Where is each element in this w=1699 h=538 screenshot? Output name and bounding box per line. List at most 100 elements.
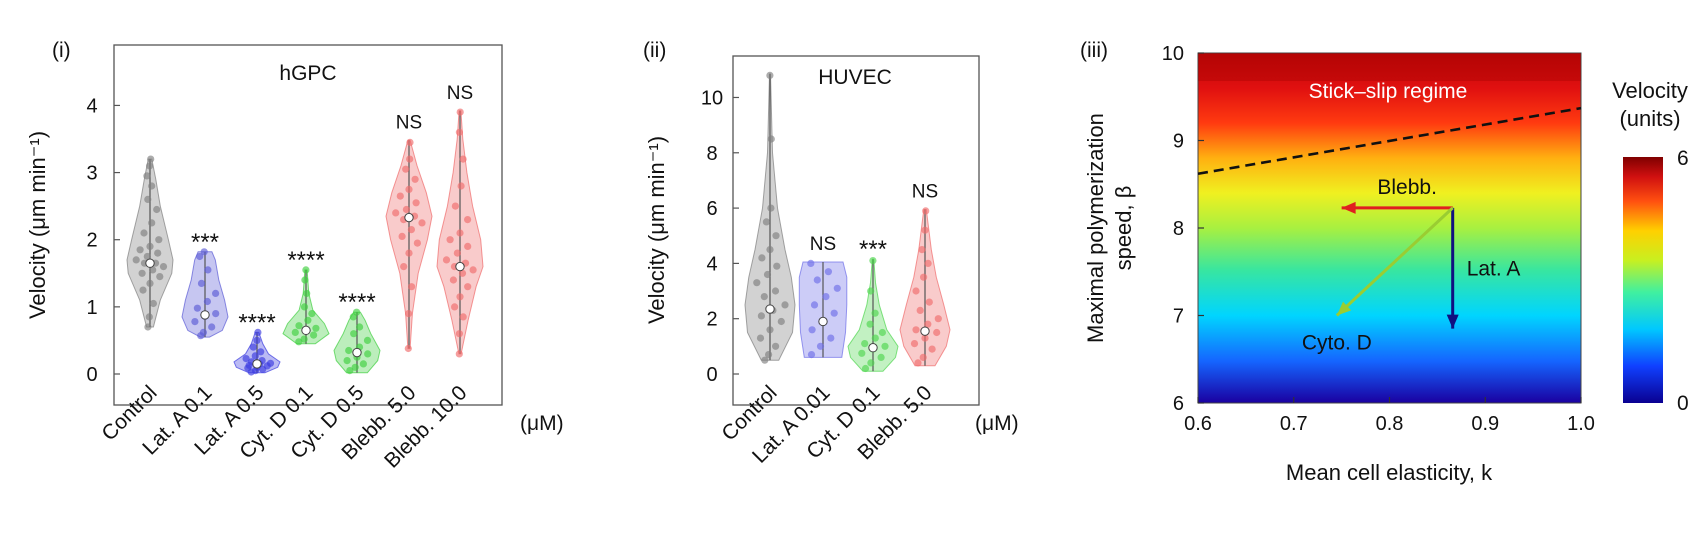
y-tick-label: 0: [706, 364, 717, 386]
data-point: [359, 360, 367, 368]
data-point: [455, 350, 463, 358]
data-point: [149, 266, 157, 274]
data-point: [404, 344, 412, 353]
significance-label: ***: [191, 229, 219, 256]
median-marker: [252, 359, 262, 369]
data-point: [153, 205, 161, 214]
data-point: [858, 349, 866, 357]
data-point: [867, 359, 875, 367]
violin-cyt-d-0-5: [333, 308, 381, 375]
median-marker: [920, 326, 930, 336]
violins-i: [126, 108, 484, 376]
data-point: [455, 330, 463, 338]
data-point: [251, 352, 259, 360]
arrow-label: Cyto. D: [1302, 332, 1372, 355]
data-point: [928, 345, 936, 353]
data-point: [753, 279, 761, 287]
colorbar-title-line1: Velocity: [1612, 78, 1688, 103]
data-point: [822, 293, 830, 301]
y-tick-label: 4: [86, 95, 97, 117]
data-point: [866, 320, 874, 328]
median-marker: [818, 316, 828, 327]
data-point: [456, 293, 464, 301]
data-point: [406, 138, 414, 146]
data-point: [760, 293, 768, 301]
significance-label: ***: [859, 236, 887, 263]
panel-hgpc: (i) hGPC Velocity (μm min⁻¹) (μM) 01234 …: [25, 39, 564, 473]
data-point: [763, 270, 772, 279]
violin-control: [126, 155, 174, 331]
significance-label: NS: [912, 181, 938, 202]
data-point: [396, 192, 404, 200]
arrow-head: [1446, 314, 1459, 329]
data-point: [402, 205, 410, 214]
y-tick-label: 8: [1173, 218, 1184, 240]
violin-cyt-d-0-1: [847, 257, 899, 373]
y-ticks-i: 0 1 2 3 4: [86, 95, 120, 386]
data-point: [469, 266, 477, 274]
unit-label-i: (μM): [520, 412, 564, 435]
data-point: [810, 301, 819, 309]
data-point: [412, 199, 420, 207]
data-point: [145, 313, 153, 321]
data-point: [772, 232, 780, 240]
data-point: [910, 340, 919, 348]
data-point: [766, 326, 774, 334]
data-point: [922, 207, 930, 215]
data-point: [871, 334, 879, 342]
colorbar: [1623, 157, 1663, 403]
violin-blebb-10-0: [436, 108, 484, 358]
data-point: [146, 279, 154, 287]
x-axis-label-iii: Mean cell elasticity, k: [1286, 460, 1493, 485]
y-axis-label-iii-line1: Maximal polymerization: [1083, 113, 1108, 343]
data-point: [827, 334, 835, 342]
data-point: [356, 323, 364, 331]
data-point: [254, 328, 262, 336]
arrow-blebb: Blebb.: [1341, 176, 1453, 214]
median-marker: [301, 325, 311, 336]
chart-title-ii: HUVEC: [818, 66, 892, 89]
data-point: [143, 172, 151, 180]
y-tick-label: 3: [86, 163, 97, 185]
data-point: [343, 357, 351, 365]
x-tick-label: 0.8: [1376, 413, 1404, 435]
data-point: [807, 351, 816, 359]
data-point: [242, 355, 250, 363]
panel-huvec: (ii) HUVEC Velocity (μm min⁻¹) (μM) 0 2 4 6…: [643, 39, 1019, 468]
y-tick-label: 6: [706, 198, 717, 220]
data-point: [302, 266, 310, 274]
y-tick-label: 2: [86, 230, 97, 252]
arrow-cyto-d: Cyto. D: [1302, 206, 1454, 355]
data-point: [919, 353, 927, 361]
panel-label-ii: (ii): [643, 39, 666, 62]
median-marker: [352, 347, 362, 358]
data-point: [773, 262, 781, 270]
data-point: [156, 273, 164, 281]
x-tick-label: 0.7: [1280, 413, 1308, 435]
data-point: [304, 316, 312, 324]
arrow-head: [1336, 301, 1352, 316]
data-point: [148, 219, 156, 227]
data-point: [451, 202, 459, 210]
data-point: [257, 348, 265, 356]
data-point: [144, 195, 152, 203]
data-point: [921, 226, 929, 234]
data-point: [766, 71, 774, 79]
y-ticks-iii: 6 7 8 9 10: [1162, 43, 1204, 415]
data-point: [200, 248, 208, 256]
data-point: [816, 342, 825, 350]
median-marker: [868, 343, 878, 353]
data-point: [916, 306, 924, 314]
significance-labels-ii: NS *** NS: [810, 181, 938, 263]
data-point: [808, 326, 816, 334]
y-tick-label: 9: [1173, 131, 1184, 153]
data-point: [191, 318, 199, 326]
data-point: [459, 155, 467, 163]
y-axis-label-iii-line2: speed, β: [1111, 186, 1136, 271]
colorbar-title-line2: (units): [1619, 106, 1680, 131]
data-point: [861, 340, 869, 348]
data-point: [807, 259, 815, 267]
data-point: [147, 155, 155, 163]
unit-label-ii: (μM): [975, 412, 1019, 435]
